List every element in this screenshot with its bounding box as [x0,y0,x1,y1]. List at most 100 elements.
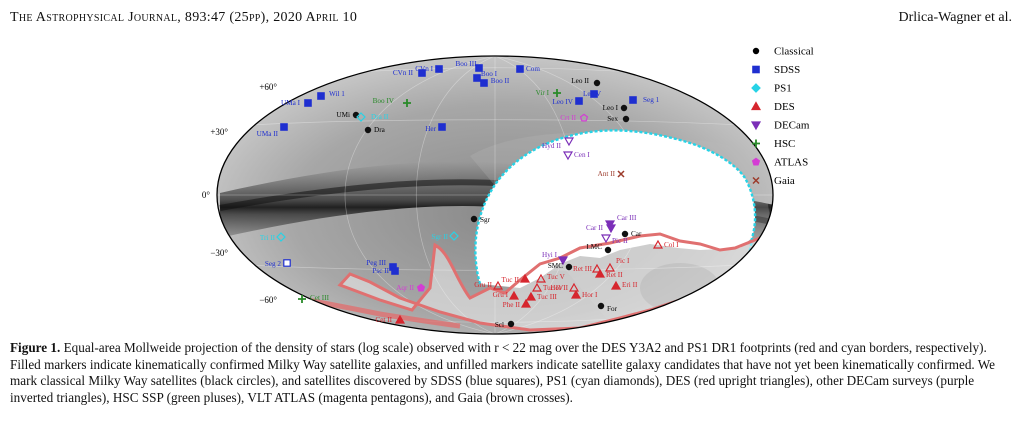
satellite-marker-vir-i [553,89,561,97]
satellite-boo-i: Boo I [473,70,498,82]
satellite-marker-pic-ii [600,234,612,244]
satellite-label-seg-2: Seg 2 [265,260,282,268]
satellite-label-boo-i: Boo I [481,70,498,78]
satellite-label-car-ii: Car II [586,224,604,232]
satellite-marker-leo-v [590,90,598,98]
satellite-label-car: Car [631,230,642,238]
satellite-marker-boo-ii [480,79,488,87]
lat-label-60n: +60° [259,82,277,92]
legend-label-gaia: Gaia [774,175,795,187]
lat-label-60s: −60° [259,295,277,305]
lat-label-0: 0° [202,190,211,200]
satellite-label-crt-ii: Crt II [560,114,576,122]
satellite-uma-i: UMa I [281,99,312,107]
satellite-marker-tuc-ii [519,273,531,283]
satellite-label-uma-i: UMa I [281,99,301,107]
legend-item-atlas: ATLAS [751,157,808,169]
satellite-seg-2: Seg 2 [265,259,291,268]
legend-label-decam: DECam [774,120,810,132]
satellite-marker-for [597,302,605,310]
figure-caption: Figure 1. Equal-area Mollweide projectio… [10,340,1012,406]
satellite-label-cvn-i: CVn I [415,65,433,73]
legend-item-decam: DECam [750,120,810,132]
satellite-marker-hor-ii [568,282,580,292]
satellite-marker-tri-ii [276,232,286,242]
satellite-marker-ret-ii [594,268,606,278]
satellite-label-boo-iii: Boo III [456,60,478,68]
satellite-label-dra-ii: Dra II [371,113,389,121]
satellite-label-hyi-i: Hyi I [542,251,558,259]
satellite-label-sex: Sex [607,115,618,123]
satellite-lmc: LMC [586,243,612,254]
satellite-marker-crt-ii [579,113,589,122]
satellite-label-tuc-v: Tuc V [547,273,566,281]
satellite-marker-gru-i [508,290,520,300]
survey-legend: Classical SDSS PS1 DES DECam HSC ATLAS Gaia [750,46,814,187]
satellite-label-leo-ii: Leo II [571,77,589,85]
satellite-marker-smc [565,263,573,271]
satellite-label-peg-iii: Peg III [366,259,386,267]
satellite-marker-sgr [470,215,478,223]
satellite-label-ret-ii: Ret II [606,271,623,279]
running-authors: Drlica-Wagner et al. [898,10,1012,25]
satellite-marker-pic-i [604,262,616,272]
satellite-dra-ii: Dra II [356,112,389,122]
satellite-marker-car-ii [605,224,617,234]
satellite-marker-leo-i [620,104,628,112]
satellite-leo-iv: Leo IV [552,97,583,106]
satellite-marker-scl [507,320,515,328]
legend-item-hsc: HSC [752,138,795,150]
satellite-marker-aqr-ii [416,283,426,292]
satellite-marker-seg-2 [283,259,291,267]
satellite-label-cet-ii: Cet II [375,316,392,324]
legend-item-sdss: SDSS [752,64,800,76]
legend-symbol-hsc [752,139,760,148]
satellite-hor-ii: Hor II [550,282,580,292]
graticule-lat-30n [249,119,741,126]
satellite-hor-i: Hor I [570,289,598,299]
satellite-marker-uma-i [304,99,312,107]
satellite-label-col-i: Col I [664,241,679,249]
satellite-uma-ii: UMa II [257,123,288,138]
satellite-marker-tuc-iii [525,291,537,301]
journal-citation: The Astrophysical Journal, 893:47 (25pp)… [10,10,358,25]
des-footprint-border [337,232,773,332]
caption-label: Figure 1. [10,340,61,355]
ps1-empty-region [475,130,756,288]
satellite-marker-psc-ii [391,267,399,275]
satellite-marker-eri-ii [610,280,622,290]
satellite-label-vir-i: Vir I [536,89,550,97]
satellite-marker-phe-ii [520,298,532,308]
satellite-label-seg-1: Seg 1 [643,96,660,104]
satellite-aqr-ii: Aqr II [396,283,426,292]
legend-label-hsc: HSC [774,138,795,150]
satellite-hyd-ii: Hyd II [542,137,575,150]
satellite-marker-cet-ii [394,314,406,324]
satellite-col-i: Col I [652,239,679,249]
satellite-car-ii: Car II [586,224,617,234]
satellite-marker-hyd-ii [563,137,575,147]
satellite-label-pic-ii: Pic II [612,237,628,245]
satellite-marker-cet-iii [298,295,306,303]
satellite-psc-ii: Psc II [372,267,399,275]
satellite-marker-boo-i [473,74,481,82]
satellite-dra: Dra [364,126,386,134]
satellite-marker-wil-1 [317,92,325,100]
satellite-label-cen-i: Cen I [574,151,590,159]
satellite-sex: Sex [607,115,630,123]
satellite-leo-ii: Leo II [571,77,601,87]
satellite-label-ant-ii: Ant II [598,170,616,178]
graticule-lat-60n [339,67,651,74]
satellite-label-leo-i: Leo I [603,104,619,112]
satellite-vir-i: Vir I [536,89,561,97]
satellite-marker-cen-i [562,151,574,161]
legend-symbol-decam [750,121,762,131]
satellite-label-tuc-iv: Tuc IV [543,284,564,292]
satellite-marker-sgr-ii [449,231,459,241]
satellite-seg-1: Seg 1 [629,96,660,104]
satellite-smc: SMC [548,262,573,271]
map-outline [216,55,774,335]
lat-label-30s: −30° [210,248,228,258]
legend-symbol-des [750,101,762,111]
